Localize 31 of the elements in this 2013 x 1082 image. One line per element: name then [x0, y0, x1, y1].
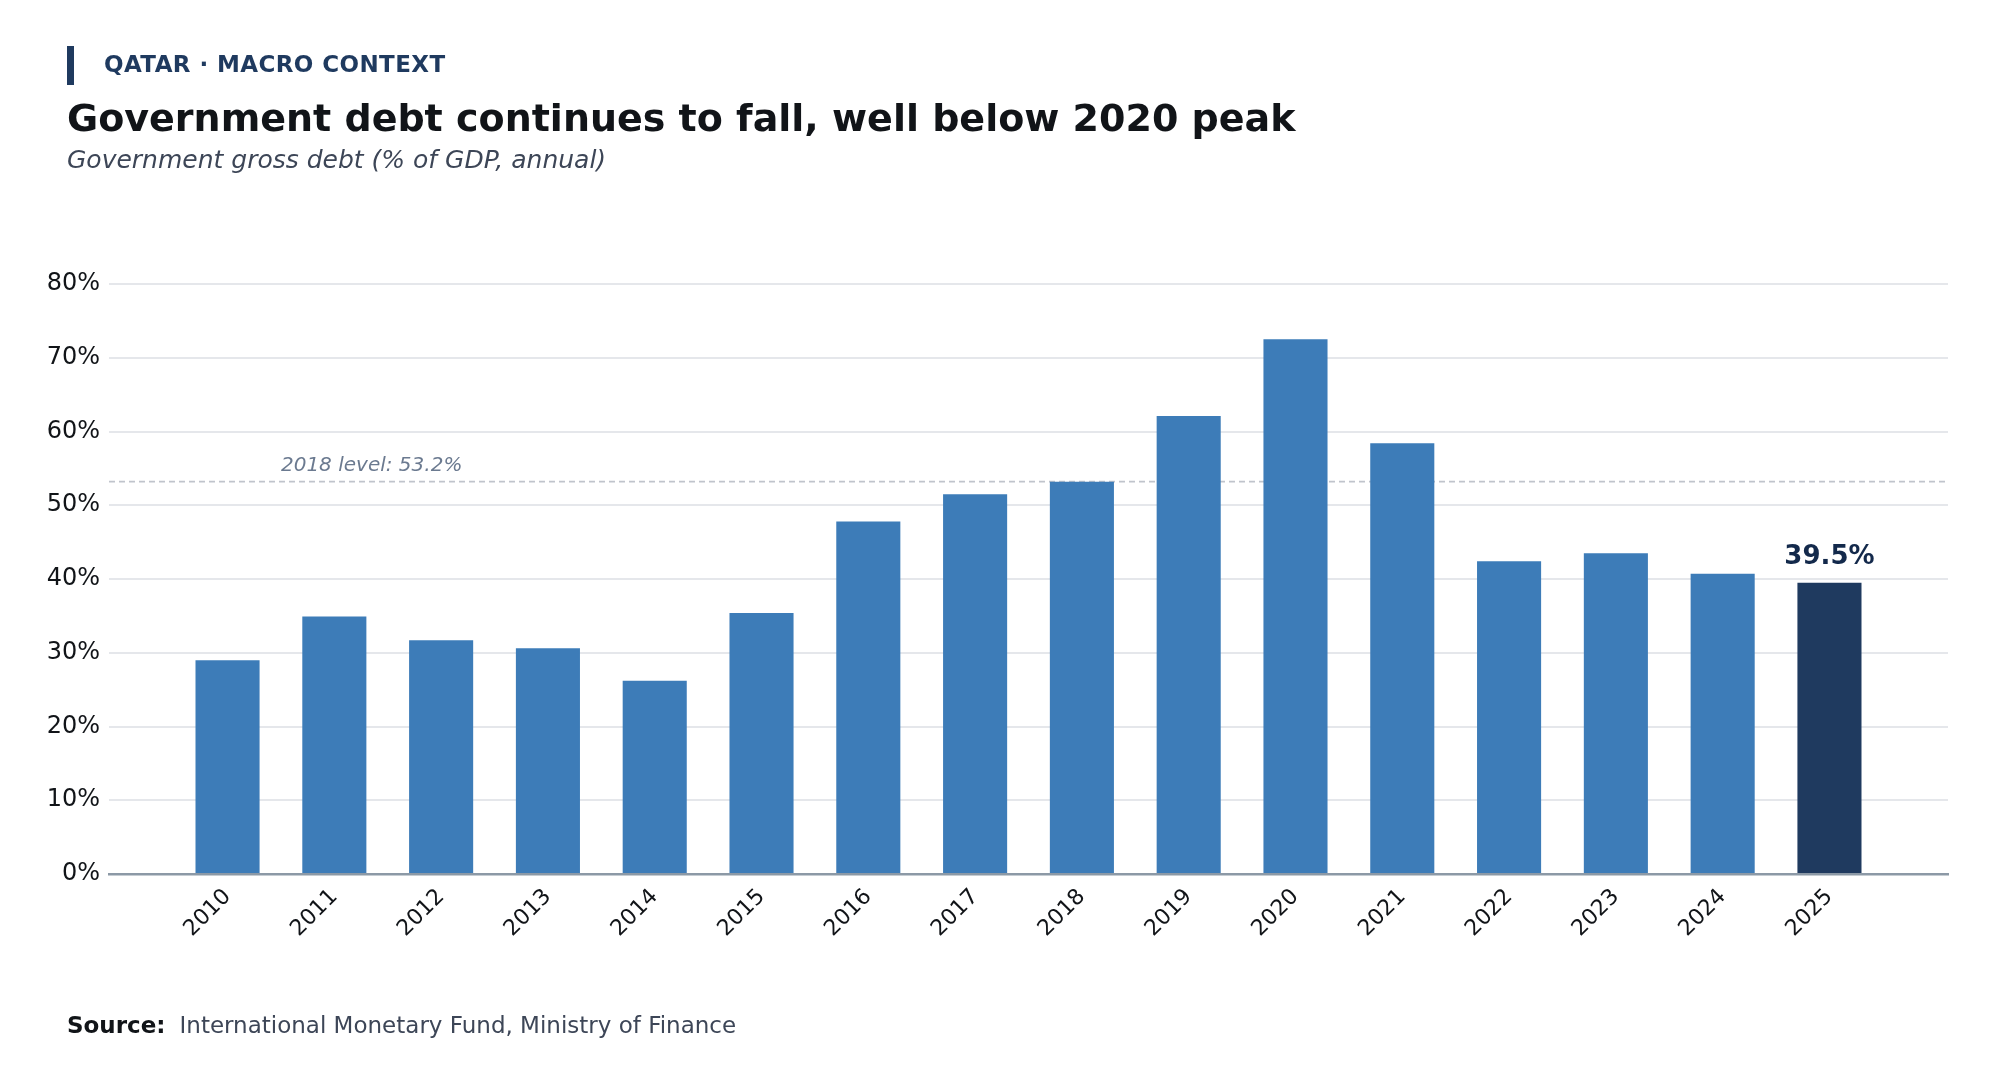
bar: [302, 616, 367, 873]
y-tick-label: 10%: [46, 784, 100, 813]
chart-title: Government debt continues to fall, well below 2020 peak: [67, 96, 1296, 142]
ref-line-label: 2018 level: 53.2%: [280, 451, 463, 476]
y-tick-label: 40%: [46, 563, 100, 592]
y-tick-label: 60%: [46, 415, 100, 444]
bar: [836, 521, 901, 873]
y-tick-label: 80%: [46, 268, 100, 297]
y-tick-label: 20%: [46, 710, 100, 739]
bar: [1477, 561, 1542, 873]
bar: [1156, 416, 1221, 873]
y-tick-label: 50%: [46, 489, 100, 518]
bar: [622, 680, 687, 873]
bar: [195, 660, 260, 873]
y-tick-label: 0%: [61, 858, 100, 887]
data-label: 39.5%: [1784, 540, 1875, 571]
bar: [409, 640, 474, 873]
bar: [729, 612, 794, 873]
source-note: Source: International Monetary Fund, Ministry of Finance: [67, 1012, 737, 1038]
bar: [943, 494, 1008, 873]
chart-subtitle: Government gross debt (% of GDP, annual): [67, 145, 607, 175]
bar: [1049, 481, 1114, 873]
bar: [1370, 443, 1435, 873]
y-tick-label: 30%: [46, 636, 100, 665]
bar: [515, 648, 580, 873]
y-tick-label: 70%: [46, 341, 100, 370]
bar: [1263, 339, 1328, 873]
bar: [1583, 553, 1648, 873]
bar: [1797, 582, 1862, 873]
text: QATAR · MACRO CONTEXT: [104, 51, 446, 79]
bar: [1690, 573, 1755, 873]
